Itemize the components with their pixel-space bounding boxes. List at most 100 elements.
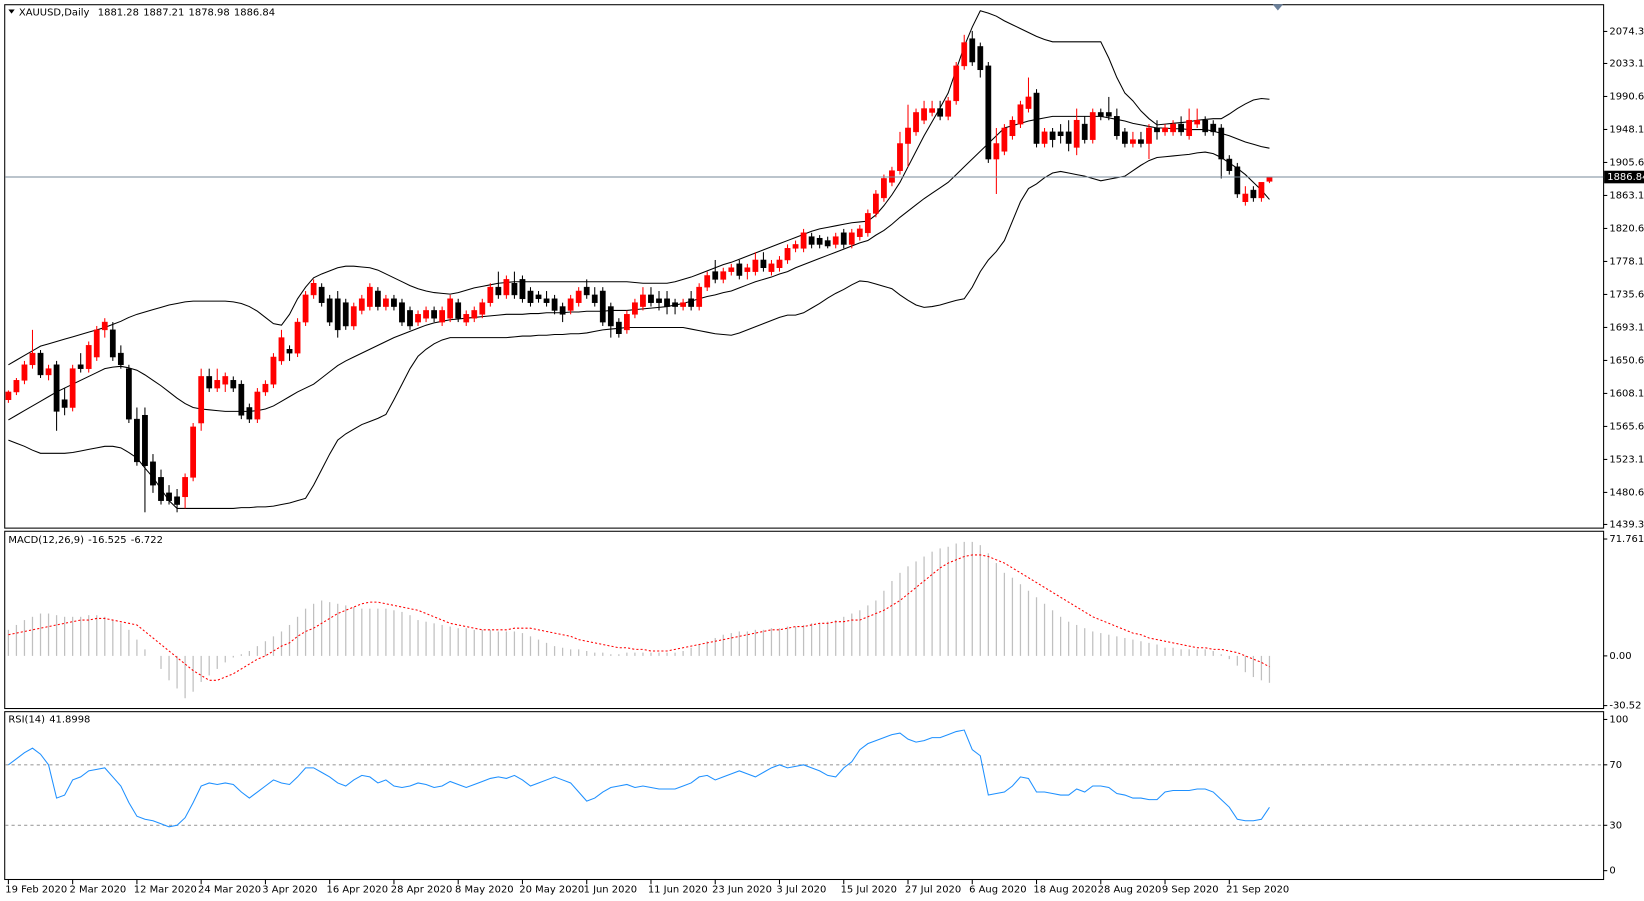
candle-body xyxy=(648,294,654,303)
candle-body xyxy=(21,364,28,381)
y-tick-label: 1650.60 xyxy=(1609,355,1644,366)
candle-body xyxy=(623,314,630,331)
candle-body xyxy=(872,193,879,214)
x-tick-label: 24 Mar 2020 xyxy=(198,884,261,895)
candle-body xyxy=(1226,158,1233,171)
candle-body xyxy=(1170,123,1176,133)
y-tick-label: 1820.60 xyxy=(1609,223,1644,234)
candle-body xyxy=(1138,139,1144,144)
candle-body xyxy=(1065,131,1072,144)
candle-body xyxy=(768,263,775,272)
x-tick-label: 28 Apr 2020 xyxy=(391,884,453,895)
macd-signal-line xyxy=(8,554,1270,681)
candle-body xyxy=(712,271,719,280)
candle-body xyxy=(832,236,839,245)
candle-body xyxy=(1033,92,1040,144)
candle-body xyxy=(511,283,518,296)
low-value: 1878.98 xyxy=(189,8,230,19)
candle-body xyxy=(1017,104,1024,125)
candle-body xyxy=(728,267,735,272)
candle-body xyxy=(961,42,968,67)
candle-body xyxy=(431,310,437,319)
y-tick-label: 1565.60 xyxy=(1609,421,1644,432)
candle-body xyxy=(69,368,76,408)
y-tick-label: 1480.60 xyxy=(1609,487,1644,498)
candle-body xyxy=(856,228,863,237)
candle-body xyxy=(1121,131,1128,144)
candle-body xyxy=(174,496,180,505)
candle-body xyxy=(415,314,421,323)
open-value: 1881.28 xyxy=(98,8,139,19)
candle-body xyxy=(447,298,454,319)
candle-body xyxy=(680,302,686,307)
y-tick-label: 30 xyxy=(1609,820,1622,831)
candle-body xyxy=(567,298,574,311)
candle-body xyxy=(1089,112,1096,140)
shift-marker xyxy=(1272,4,1284,11)
x-tick-label: 19 Feb 2020 xyxy=(5,884,67,895)
candle-body xyxy=(985,65,992,160)
x-tick-label: 1 Jun 2020 xyxy=(584,884,638,895)
candle-body xyxy=(1162,127,1168,133)
candle-body xyxy=(302,294,309,323)
candle-body xyxy=(487,286,494,303)
candle-body xyxy=(142,414,148,466)
rsi-value: 41.8998 xyxy=(49,715,90,726)
candle-body xyxy=(310,283,317,296)
x-tick-label: 15 Jul 2020 xyxy=(841,884,897,895)
rsi-header: RSI(14) 41.8998 xyxy=(8,715,90,726)
y-tick-label: 1693.10 xyxy=(1609,322,1644,333)
candle-body xyxy=(808,236,815,245)
high-value: 1887.21 xyxy=(143,8,184,19)
candle-body xyxy=(905,127,911,144)
candle-body xyxy=(543,298,550,303)
candle-body xyxy=(535,294,542,300)
candle-body xyxy=(640,294,646,307)
candle-body xyxy=(222,376,229,385)
candle-body xyxy=(632,302,638,315)
candle-body xyxy=(1178,123,1184,133)
candle-body xyxy=(776,259,783,269)
y-tick-label: 1608.10 xyxy=(1609,388,1644,399)
y-tick-label: 2074.35 xyxy=(1609,26,1644,37)
candle-body xyxy=(503,279,510,296)
candle-body xyxy=(495,286,502,296)
x-tick-label: 18 Aug 2020 xyxy=(1033,884,1097,895)
candle-body xyxy=(399,302,405,323)
candle-body xyxy=(1146,127,1152,144)
candle-body xyxy=(366,286,373,307)
candle-body xyxy=(407,310,413,327)
candle-body xyxy=(77,364,84,369)
candle-body xyxy=(479,302,486,315)
candle-body xyxy=(391,298,397,307)
candle-body xyxy=(1130,139,1136,144)
candle-body xyxy=(897,143,903,171)
y-tick-label: 1948.10 xyxy=(1609,124,1644,135)
candle-body xyxy=(158,477,164,501)
price-pane xyxy=(4,4,1605,529)
candle-body xyxy=(134,418,140,463)
candle-body xyxy=(696,286,703,307)
candle-body xyxy=(125,368,132,420)
x-tick-label: 2 Mar 2020 xyxy=(70,884,127,895)
candle-body xyxy=(439,310,446,323)
candle-body xyxy=(350,306,357,327)
candle-body xyxy=(969,38,976,63)
x-tick-label: 27 Jul 2020 xyxy=(905,884,961,895)
candle-body xyxy=(455,302,462,319)
candle-body xyxy=(1073,119,1080,148)
y-tick-label: 0.00 xyxy=(1609,651,1631,662)
candle-body xyxy=(607,306,614,327)
y-tick-label: 0 xyxy=(1609,866,1615,877)
candle-body xyxy=(824,240,831,247)
y-tick-label: 1523.10 xyxy=(1609,454,1644,465)
candle-body xyxy=(45,368,52,376)
candle-body xyxy=(1218,127,1225,160)
candle-body xyxy=(1258,182,1265,199)
candle-body xyxy=(792,244,799,249)
x-tick-label: 16 Apr 2020 xyxy=(327,884,389,895)
candle-body xyxy=(760,259,767,269)
candle-body xyxy=(358,298,365,311)
